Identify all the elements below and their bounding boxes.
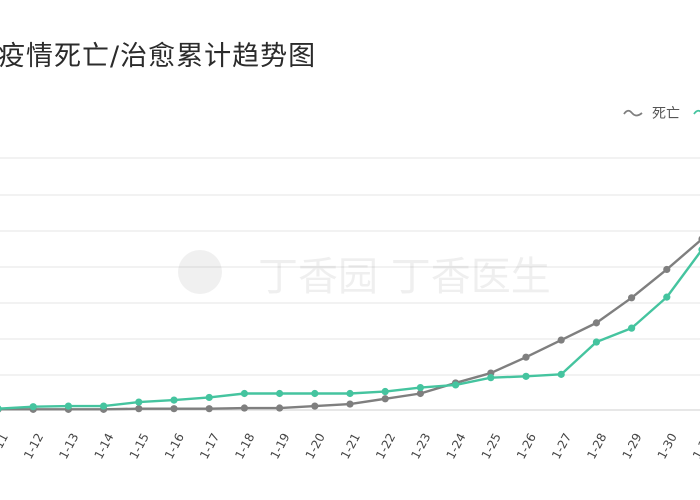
legend-label-death: 死亡: [652, 106, 680, 122]
x-tick-label: 1-14: [91, 431, 116, 462]
data-point[interactable]: [135, 405, 143, 413]
legend-item-death[interactable]: 死亡: [622, 103, 680, 123]
data-point[interactable]: [64, 402, 72, 410]
data-point[interactable]: [522, 353, 530, 361]
watermark-logo: [178, 250, 222, 294]
data-point[interactable]: [205, 405, 213, 413]
x-tick-label: 1-12: [21, 431, 46, 462]
series-cured: [0, 246, 700, 412]
x-tick-label: 1-24: [443, 431, 468, 462]
data-point[interactable]: [276, 404, 284, 412]
data-point[interactable]: [0, 405, 2, 412]
data-point[interactable]: [663, 265, 671, 274]
data-point[interactable]: [628, 294, 636, 302]
data-point[interactable]: [592, 338, 601, 346]
data-point[interactable]: [522, 372, 530, 380]
data-point[interactable]: [346, 389, 354, 398]
data-point[interactable]: [557, 370, 565, 378]
x-tick-label: 1-28: [584, 431, 609, 462]
data-point[interactable]: [100, 402, 108, 410]
data-point[interactable]: [628, 324, 636, 332]
data-point[interactable]: [240, 404, 248, 412]
x-tick-label: 1-26: [514, 431, 539, 462]
line-legend-icon: [693, 109, 700, 115]
line-legend-icon: [623, 109, 643, 117]
data-point[interactable]: [557, 336, 565, 344]
x-tick-label: 1-16: [162, 431, 187, 462]
x-tick-label: 1-19: [267, 431, 292, 462]
data-point[interactable]: [135, 398, 143, 406]
x-tick-label: 1-13: [56, 431, 81, 462]
x-tick-label: 1-30: [655, 431, 680, 462]
x-tick-label: 1-22: [373, 431, 398, 462]
data-point[interactable]: [346, 400, 354, 408]
x-axis: 1-11 1-12 1-13 1-14 1-15 1-16 1-17 1-18 1-19 1-20…: [0, 431, 700, 462]
x-tick-label: 1-11: [0, 431, 11, 462]
x-tick-label: 1-17: [197, 431, 222, 462]
x-tick-label: 1-23: [408, 431, 433, 462]
data-point[interactable]: [663, 293, 671, 301]
data-point[interactable]: [29, 403, 37, 411]
legend-item-cured[interactable]: [692, 107, 700, 119]
data-point[interactable]: [592, 319, 601, 327]
x-tick-label: 1-25: [479, 431, 504, 462]
data-point[interactable]: [170, 396, 178, 404]
x-tick-label: 1-21: [338, 431, 363, 462]
x-tick-label: 1-15: [127, 431, 152, 462]
x-tick-label: 1-27: [549, 431, 574, 462]
x-tick-label: 1-20: [303, 431, 328, 462]
data-point[interactable]: [452, 381, 460, 389]
data-point[interactable]: [487, 374, 495, 382]
x-tick-label: 1-18: [232, 431, 257, 462]
x-tick-label: 1-31: [690, 431, 700, 462]
data-point[interactable]: [276, 389, 284, 398]
page-title: 疫情死亡/治愈累计趋势图: [0, 41, 317, 72]
data-point[interactable]: [311, 402, 319, 410]
x-tick-label: 1-29: [619, 431, 644, 462]
watermark: 丁香园 丁香医生: [178, 250, 551, 300]
data-point[interactable]: [381, 387, 389, 396]
data-point[interactable]: [205, 393, 213, 402]
data-point[interactable]: [240, 389, 248, 398]
data-point[interactable]: [311, 389, 319, 398]
data-point[interactable]: [416, 389, 424, 398]
data-point[interactable]: [381, 395, 389, 403]
watermark-text: 丁香园 丁香医生: [258, 254, 551, 300]
data-point[interactable]: [170, 405, 178, 413]
legend: 死亡: [622, 100, 700, 126]
data-point[interactable]: [416, 383, 424, 392]
